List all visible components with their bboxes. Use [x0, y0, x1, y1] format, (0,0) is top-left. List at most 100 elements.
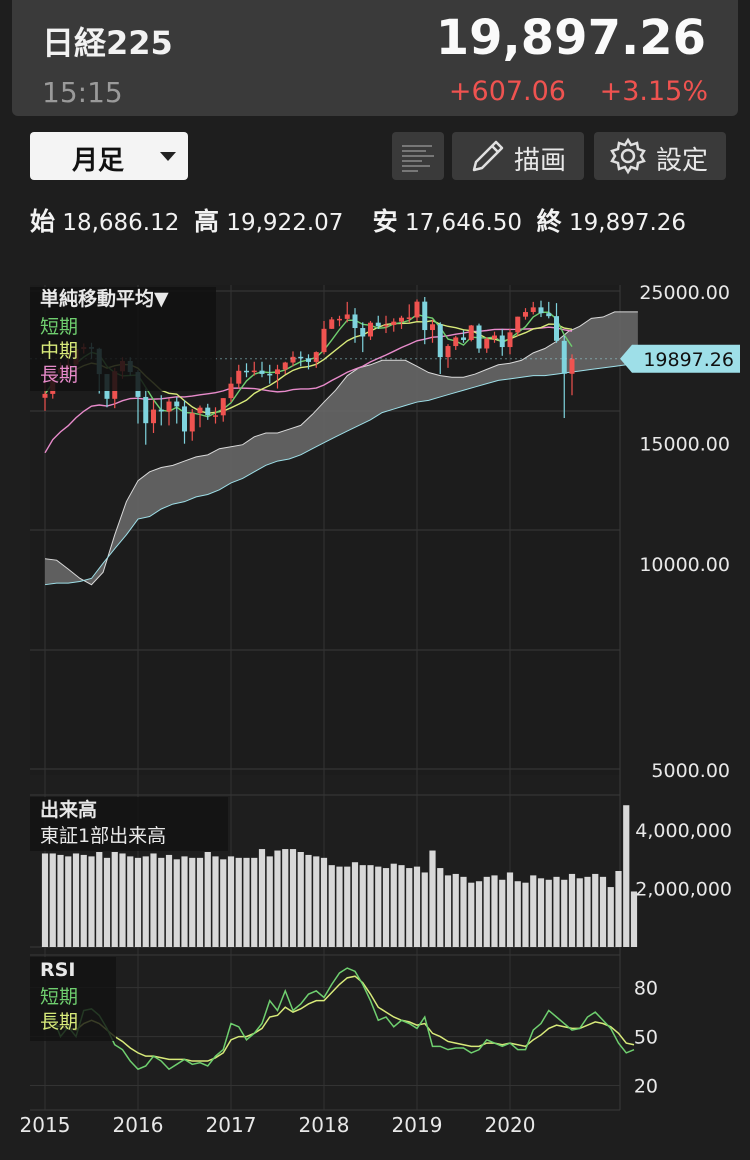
candle-body [236, 370, 242, 384]
draw-button[interactable]: 描画 [452, 132, 584, 180]
candle-body [507, 332, 513, 348]
rsi-legend-short: 短期 [40, 986, 78, 1008]
candle-body [244, 370, 249, 373]
current-price: 19,897.26 [435, 10, 706, 66]
volume-bar [429, 850, 436, 947]
high-value: 19,922.07 [226, 210, 344, 236]
volume-bar [506, 872, 514, 947]
volume-bar [282, 849, 289, 947]
volume-bar [80, 854, 87, 947]
volume-bar [499, 879, 506, 947]
volume-bar [475, 881, 483, 947]
volume-bar [181, 856, 188, 947]
volume-bar [150, 853, 157, 947]
volume-bar [623, 805, 630, 947]
volume-bar [189, 857, 196, 947]
volume-bar [212, 856, 219, 947]
candle-body [182, 406, 187, 432]
price-tick-label: 15000.00 [639, 434, 730, 456]
x-tick-label: 2016 [113, 1113, 164, 1137]
draw-label: 描画 [514, 146, 567, 176]
volume-bar [49, 853, 56, 947]
candle-body [228, 383, 234, 399]
list-button[interactable] [392, 132, 444, 180]
current-price-label: 19897.26 [643, 349, 734, 371]
period-select[interactable]: 月足 [30, 132, 188, 180]
volume-bar [127, 856, 134, 947]
candle-body [313, 352, 319, 362]
price-tick-label: 5000.00 [651, 760, 730, 782]
candle-body [499, 335, 505, 348]
candle-body [569, 358, 575, 374]
volume-bar [599, 876, 607, 947]
volume-bar [421, 872, 428, 947]
volume-bar [258, 849, 266, 947]
rsi-tick-label: 20 [634, 1076, 658, 1098]
price-tick-label: 25000.00 [639, 282, 730, 304]
candle-body [306, 358, 311, 362]
volume-bar [57, 854, 64, 947]
candle-body [492, 335, 497, 339]
candle-body [197, 407, 203, 414]
volume-bar [522, 882, 529, 947]
volume-bar [274, 850, 281, 947]
volume-bar [204, 852, 211, 947]
volume-bar [351, 862, 359, 947]
volume-bar [468, 882, 475, 947]
candle-body [251, 370, 257, 373]
volume-bar [88, 856, 95, 947]
close-value: 19,897.26 [569, 210, 687, 236]
candle-body [166, 401, 172, 412]
volume-bar [96, 852, 103, 947]
gear-icon [610, 137, 646, 175]
ma-legend-long: 長期 [40, 364, 78, 386]
volume-bar [266, 856, 273, 947]
candle-body [515, 316, 521, 333]
rsi-legend-bg [30, 957, 116, 1041]
candle-body [546, 313, 552, 317]
x-tick-label: 2015 [20, 1113, 71, 1137]
volume-bar [227, 856, 235, 947]
x-tick-label: 2017 [206, 1113, 257, 1137]
ma-legend-bg [30, 287, 216, 391]
volume-bar [289, 849, 297, 947]
volume-bar [165, 854, 173, 947]
volume-bar [142, 856, 149, 947]
candle-body [360, 328, 366, 337]
candle-body [337, 318, 342, 321]
settings-button[interactable]: 設定 [594, 132, 726, 180]
candle-body [220, 398, 226, 416]
quote-header: 日経225 15:15 19,897.26 +607.06 +3.15% [12, 0, 738, 116]
rsi-tick-label: 80 [634, 978, 658, 1000]
candle-body [476, 325, 482, 349]
price-tick-label: 10000.00 [639, 554, 730, 576]
candle-body [399, 317, 404, 322]
open-value: 18,686.12 [62, 210, 180, 236]
x-tick-label: 2020 [485, 1113, 536, 1137]
rsi-long-line [44, 975, 635, 1062]
candle-body [151, 409, 156, 424]
ma-long-line [44, 326, 573, 454]
volume-bar [119, 853, 126, 947]
x-tick-label: 2019 [392, 1113, 443, 1137]
volume-bar [111, 852, 118, 947]
candle-body [290, 356, 296, 363]
volume-bar [344, 866, 351, 947]
close-label: 終 [536, 207, 562, 236]
price-change: +607.06 [448, 76, 566, 107]
candle-body [213, 415, 218, 417]
volume-bar [553, 876, 560, 947]
volume-bar [41, 853, 49, 947]
volume-bar [103, 857, 111, 947]
x-tick-label: 2018 [299, 1113, 350, 1137]
candle-body [530, 307, 536, 313]
volume-bar [545, 879, 552, 947]
volume-bar [382, 868, 390, 947]
candle-body [554, 316, 559, 341]
candle-body [523, 312, 528, 317]
candle-body [352, 314, 358, 329]
volume-subtitle: 東証1部出来高 [40, 825, 166, 847]
candle-body [321, 328, 327, 353]
volume-bar [483, 876, 490, 947]
